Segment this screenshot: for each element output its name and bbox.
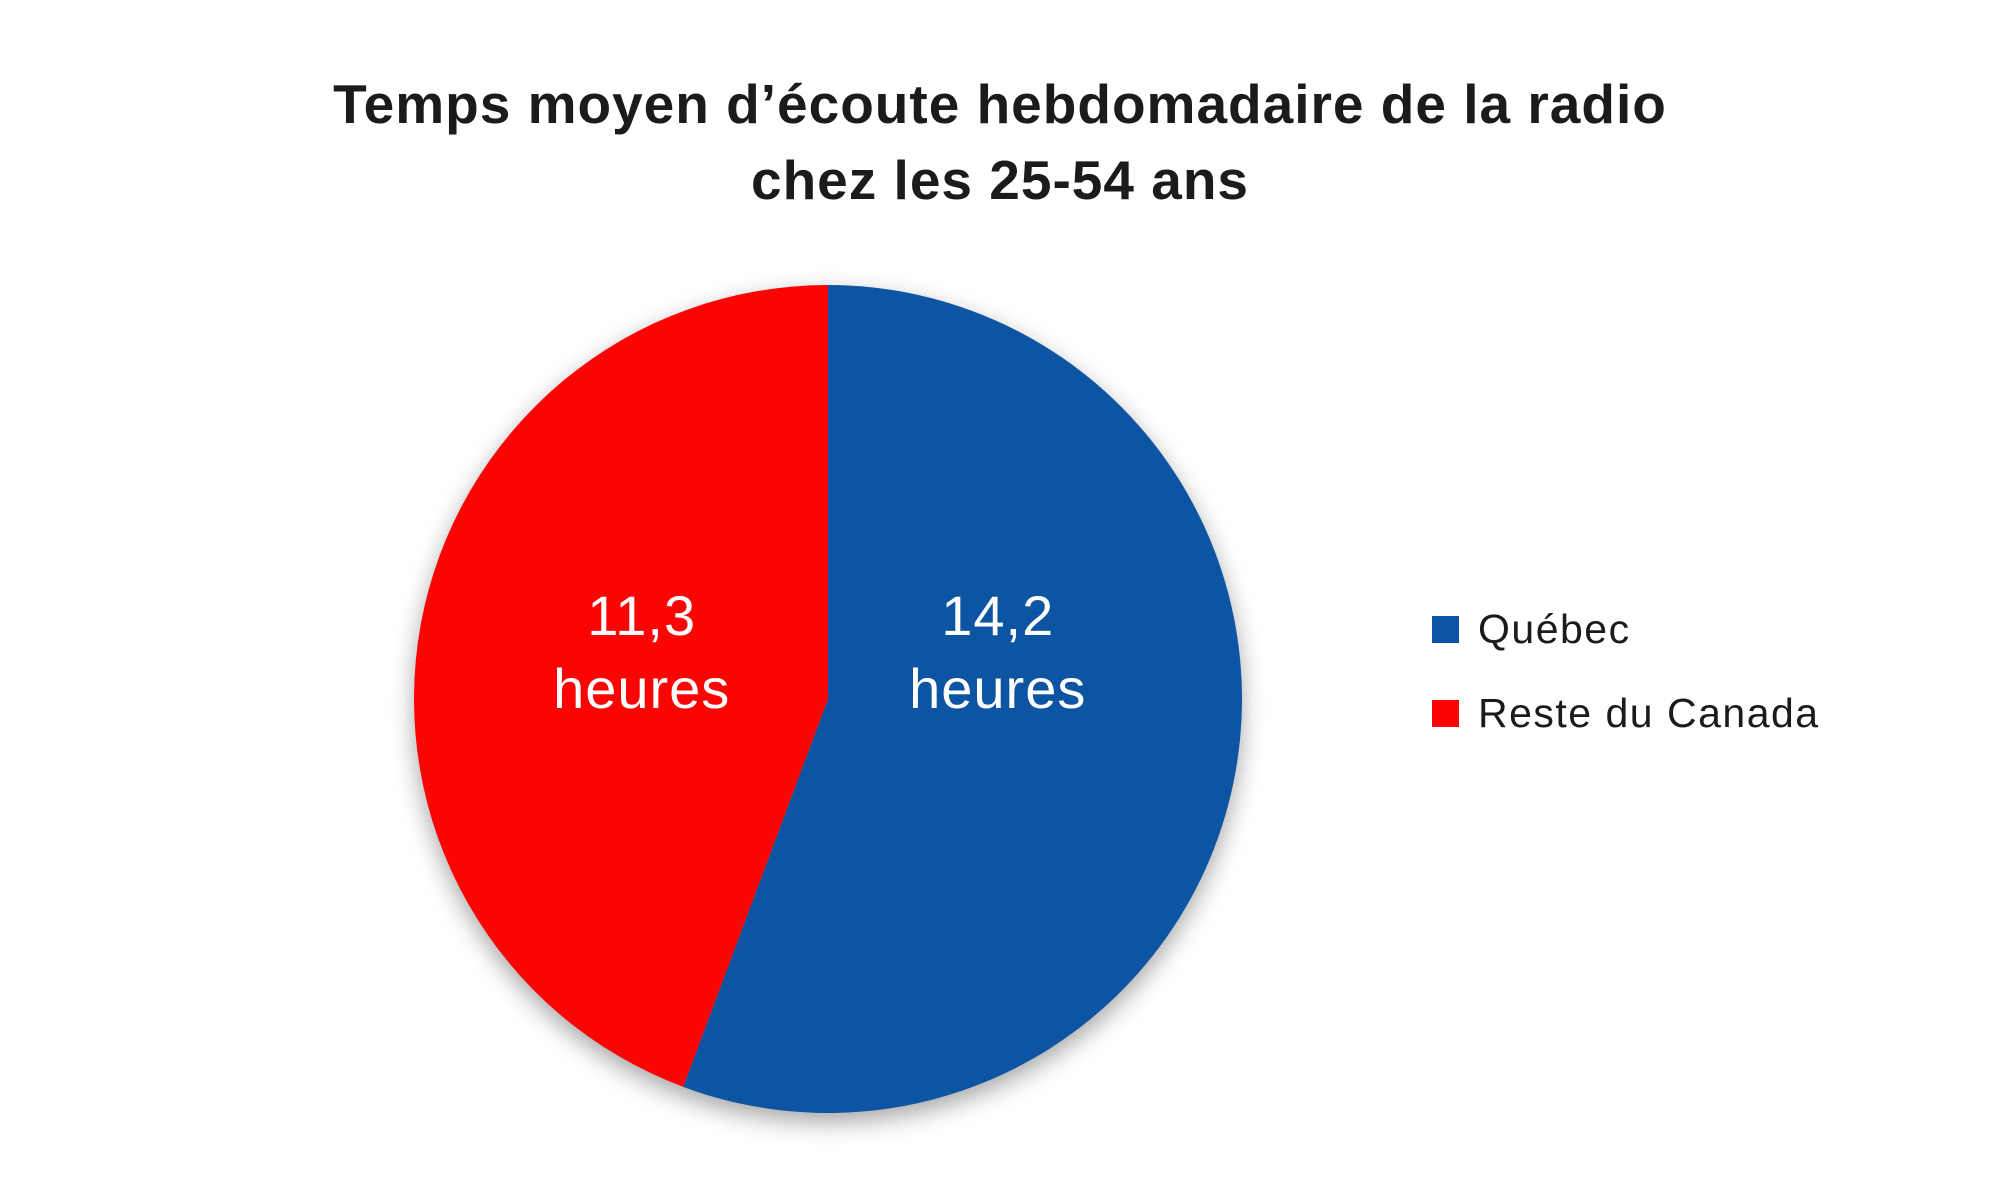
pie-slice-quebec [683,285,1242,1113]
slice-value-quebec: 14,2 [941,583,1055,647]
slice-unit-reste-du-canada: heures [553,656,731,720]
chart-title: Temps moyen d’écoute hebdomadaire de la … [0,66,2000,218]
legend-label-quebec: Québec [1478,606,1631,652]
legend-item-quebec: Québec [1432,605,1820,653]
pie-chart: 14,2 heures 11,3 heures [414,285,1242,1113]
legend: Québec Reste du Canada [1432,605,1820,737]
legend-swatch-quebec [1432,615,1459,643]
pie-slice-reste-du-canada [414,285,828,1087]
chart-title-line2: chez les 25-54 ans [750,149,1249,211]
pie-svg [414,285,1242,1113]
slice-value-reste-du-canada: 11,3 [587,583,697,647]
slice-label-quebec: 14,2 heures [909,579,1086,725]
legend-label-reste-du-canada: Reste du Canada [1478,690,1820,736]
legend-swatch-reste-du-canada [1432,699,1459,727]
slice-label-reste-du-canada: 11,3 heures [553,579,730,725]
chart-title-line1: Temps moyen d’écoute hebdomadaire de la … [333,73,1667,135]
slice-unit-quebec: heures [909,656,1087,720]
legend-item-reste-du-canada: Reste du Canada [1432,689,1820,737]
